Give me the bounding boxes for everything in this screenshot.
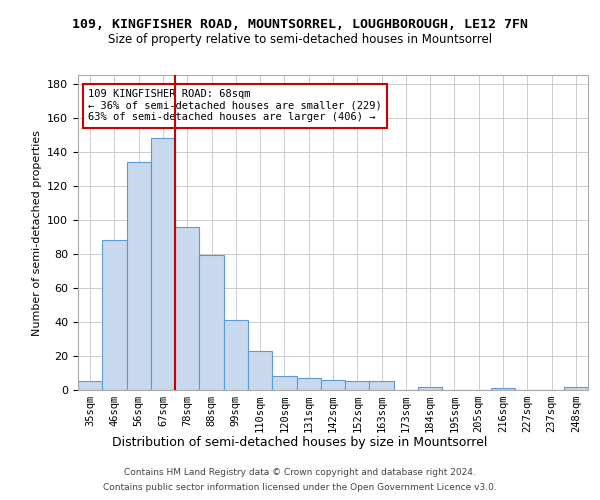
Bar [272,376,296,390]
Text: Contains HM Land Registry data © Crown copyright and database right 2024.: Contains HM Land Registry data © Crown c… [124,468,476,477]
Bar [296,378,321,390]
Bar [491,388,515,390]
Bar [321,380,345,390]
Bar [418,386,442,390]
Text: Size of property relative to semi-detached houses in Mountsorrel: Size of property relative to semi-detach… [108,32,492,46]
Bar [175,226,199,390]
Y-axis label: Number of semi-detached properties: Number of semi-detached properties [32,130,41,336]
Bar [199,256,224,390]
Text: 109, KINGFISHER ROAD, MOUNTSORREL, LOUGHBOROUGH, LE12 7FN: 109, KINGFISHER ROAD, MOUNTSORREL, LOUGH… [72,18,528,30]
Bar [224,320,248,390]
Bar [564,386,588,390]
Bar [248,351,272,390]
Text: 109 KINGFISHER ROAD: 68sqm
← 36% of semi-detached houses are smaller (229)
63% o: 109 KINGFISHER ROAD: 68sqm ← 36% of semi… [88,89,382,122]
Bar [102,240,127,390]
Bar [127,162,151,390]
Text: Contains public sector information licensed under the Open Government Licence v3: Contains public sector information licen… [103,483,497,492]
Bar [370,382,394,390]
Bar [78,382,102,390]
Bar [151,138,175,390]
Bar [345,382,370,390]
Text: Distribution of semi-detached houses by size in Mountsorrel: Distribution of semi-detached houses by … [112,436,488,449]
